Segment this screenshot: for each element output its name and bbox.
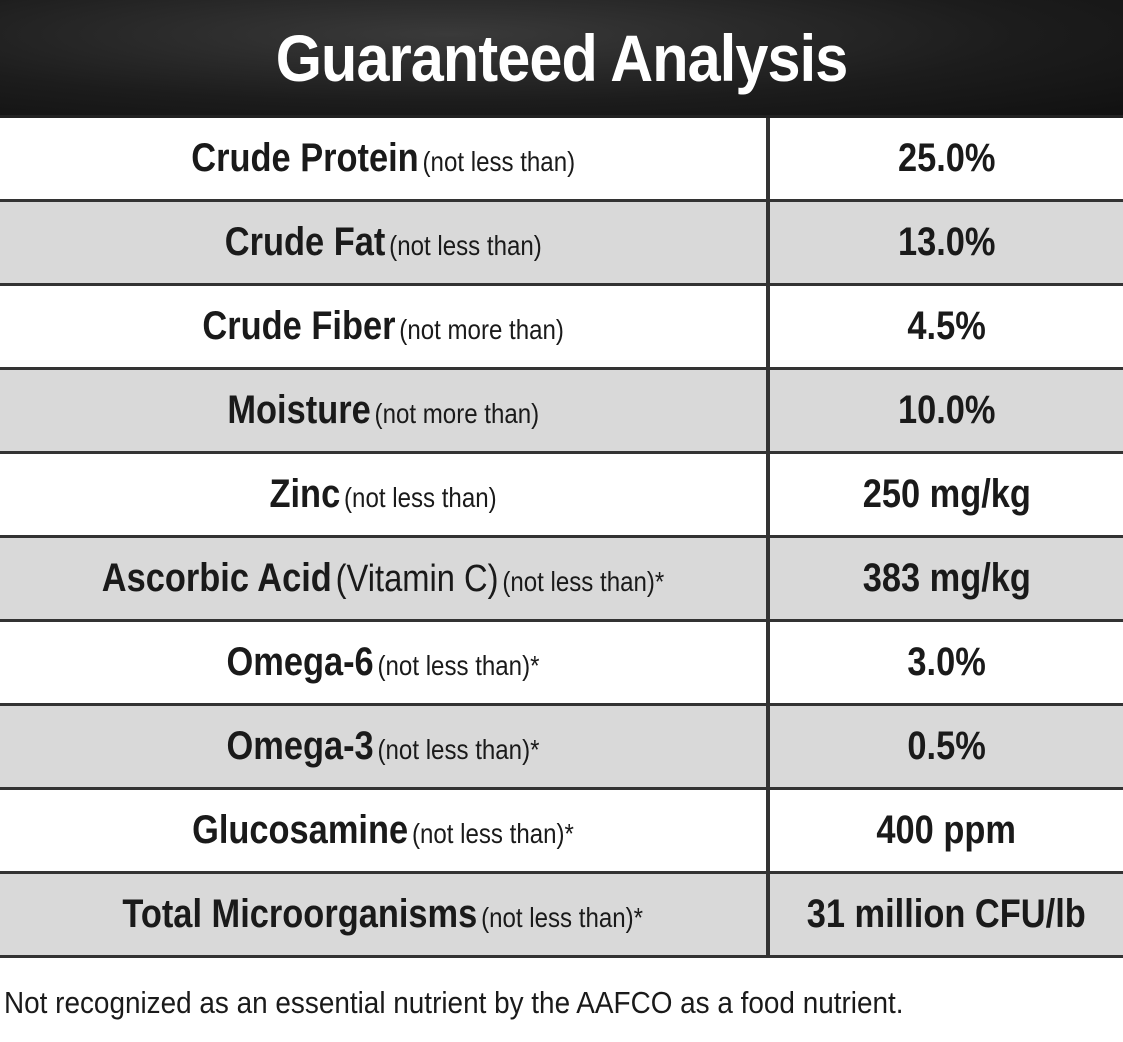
nutrient-qualifier: (not less than)* bbox=[502, 566, 665, 597]
nutrient-extra: (Vitamin C) bbox=[335, 558, 499, 600]
value-cell: 0.5% bbox=[766, 704, 1123, 790]
nutrient-label: Crude Fiber (not more than) bbox=[202, 304, 564, 349]
title: Guaranteed Analysis bbox=[275, 20, 849, 95]
nutrient-label: Total Microorganisms (not less than)* bbox=[123, 892, 644, 937]
nutrient-value: 25.0% bbox=[897, 136, 996, 180]
nutrient-cell: Total Microorganisms (not less than)* bbox=[0, 872, 768, 958]
value-cell: 13.0% bbox=[766, 200, 1123, 286]
nutrient-name: Omega-6 bbox=[226, 640, 374, 684]
nutrient-label: Moisture (not more than) bbox=[227, 388, 539, 433]
value-cell: 25.0% bbox=[766, 118, 1123, 202]
nutrient-qualifier: (not less than) bbox=[343, 482, 497, 513]
table-row: Moisture (not more than) 10.0% bbox=[0, 368, 1123, 454]
value-cell: 383 mg/kg bbox=[766, 536, 1123, 622]
value-cell: 3.0% bbox=[766, 620, 1123, 706]
nutrient-qualifier: (not less than)* bbox=[481, 902, 644, 933]
nutrient-label: Glucosamine (not less than)* bbox=[192, 808, 574, 853]
footnote-text: Not recognized as an essential nutrient … bbox=[4, 985, 904, 1020]
nutrient-name: Crude Fat bbox=[224, 220, 386, 264]
nutrient-cell: Moisture (not more than) bbox=[0, 368, 768, 454]
nutrient-label: Omega-3 (not less than)* bbox=[226, 724, 539, 769]
nutrient-value: 0.5% bbox=[907, 724, 986, 768]
nutrient-name: Total Microorganisms bbox=[122, 892, 478, 936]
nutrient-value: 400 ppm bbox=[876, 808, 1017, 852]
footnote: Not recognized as an essential nutrient … bbox=[0, 985, 1123, 1021]
nutrient-name: Glucosamine bbox=[192, 808, 409, 852]
table-row: Total Microorganisms (not less than)* 31 … bbox=[0, 872, 1123, 958]
nutrient-label: Ascorbic Acid (Vitamin C) (not less than… bbox=[102, 556, 664, 601]
nutrient-name: Zinc bbox=[269, 472, 341, 516]
nutrient-cell: Crude Protein (not less than) bbox=[0, 118, 768, 202]
nutrient-value: 10.0% bbox=[897, 388, 996, 432]
header: Guaranteed Analysis bbox=[0, 0, 1123, 118]
nutrient-value: 4.5% bbox=[907, 304, 986, 348]
analysis-table: Crude Protein (not less than) 25.0% Crude … bbox=[0, 118, 1123, 958]
table-row: Crude Fat (not less than) 13.0% bbox=[0, 200, 1123, 286]
nutrient-value: 383 mg/kg bbox=[862, 556, 1031, 600]
nutrient-label: Zinc (not less than) bbox=[269, 472, 496, 517]
nutrient-qualifier: (not less than) bbox=[422, 146, 575, 177]
table-row: Crude Fiber (not more than) 4.5% bbox=[0, 284, 1123, 370]
table-row: Glucosamine (not less than)* 400 ppm bbox=[0, 788, 1123, 874]
nutrient-label: Crude Fat (not less than) bbox=[225, 220, 542, 265]
nutrient-cell: Zinc (not less than) bbox=[0, 452, 768, 538]
nutrient-value: 13.0% bbox=[897, 220, 996, 264]
nutrient-qualifier: (not less than)* bbox=[377, 650, 540, 681]
nutrient-qualifier: (not more than) bbox=[399, 314, 564, 345]
nutrient-qualifier: (not less than) bbox=[388, 230, 542, 261]
value-cell: 10.0% bbox=[766, 368, 1123, 454]
value-cell: 400 ppm bbox=[766, 788, 1123, 874]
nutrient-name: Crude Protein bbox=[191, 136, 419, 180]
nutrient-value: 31 million CFU/lb bbox=[806, 892, 1087, 936]
nutrient-name: Crude Fiber bbox=[202, 304, 396, 348]
nutrient-label: Crude Protein (not less than) bbox=[191, 136, 575, 181]
nutrient-cell: Omega-3 (not less than)* bbox=[0, 704, 768, 790]
nutrient-label: Omega-6 (not less than)* bbox=[226, 640, 539, 685]
table-row: Omega-6 (not less than)* 3.0% bbox=[0, 620, 1123, 706]
value-cell: 250 mg/kg bbox=[766, 452, 1123, 538]
nutrient-name: Omega-3 bbox=[226, 724, 374, 768]
nutrient-cell: Omega-6 (not less than)* bbox=[0, 620, 768, 706]
table-row: Crude Protein (not less than) 25.0% bbox=[0, 118, 1123, 202]
nutrient-name: Moisture bbox=[227, 388, 371, 432]
nutrient-cell: Glucosamine (not less than)* bbox=[0, 788, 768, 874]
value-cell: 4.5% bbox=[766, 284, 1123, 370]
nutrient-qualifier: (not less than)* bbox=[377, 734, 540, 765]
nutrient-qualifier: (not less than)* bbox=[411, 818, 574, 849]
nutrient-cell: Crude Fiber (not more than) bbox=[0, 284, 768, 370]
table-row: Zinc (not less than) 250 mg/kg bbox=[0, 452, 1123, 538]
value-cell: 31 million CFU/lb bbox=[766, 872, 1123, 958]
nutrient-value: 250 mg/kg bbox=[862, 472, 1031, 516]
nutrient-value: 3.0% bbox=[907, 640, 986, 684]
table-row: Ascorbic Acid (Vitamin C) (not less than… bbox=[0, 536, 1123, 622]
nutrient-cell: Crude Fat (not less than) bbox=[0, 200, 768, 286]
table-row: Omega-3 (not less than)* 0.5% bbox=[0, 704, 1123, 790]
nutrient-name: Ascorbic Acid bbox=[101, 556, 332, 600]
nutrient-cell: Ascorbic Acid (Vitamin C) (not less than… bbox=[0, 536, 768, 622]
nutrient-qualifier: (not more than) bbox=[374, 398, 539, 429]
